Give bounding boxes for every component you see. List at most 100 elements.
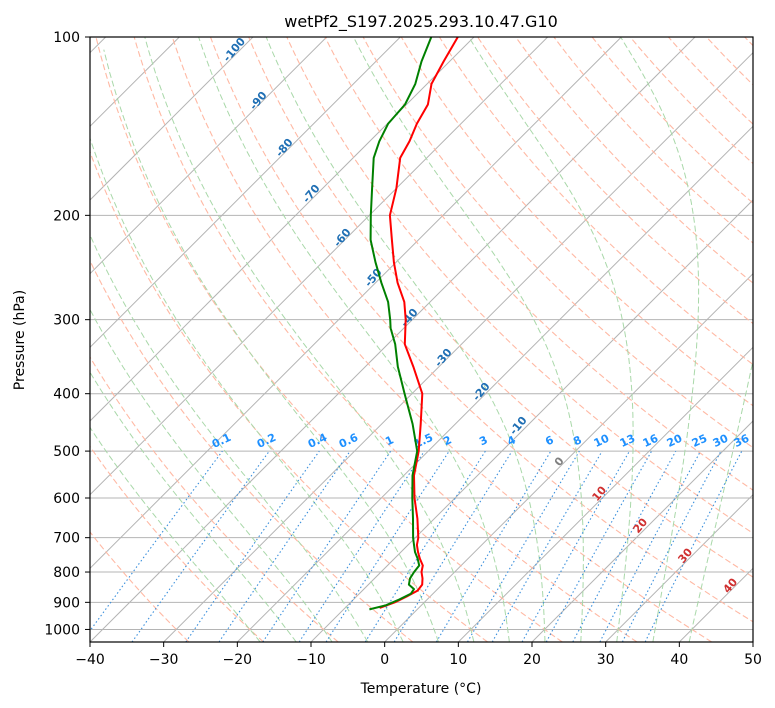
isotherm-line — [90, 37, 549, 496]
isotherm-line — [90, 37, 696, 642]
dry-adiabat — [438, 37, 753, 366]
axes: −40 −30 −20 −10 0 10 20 30 40 5010020030040050060… — [44, 30, 762, 668]
mixing-ratio-label: 1 — [383, 433, 395, 448]
dry-adiabat-label: 10 — [589, 483, 609, 503]
isotherm-line — [457, 346, 753, 642]
isotherm-line — [605, 493, 753, 642]
chart-title: wetPf2_S197.2025.293.10.47.G10 — [284, 12, 558, 32]
dry-adiabat — [90, 259, 414, 642]
dry-adiabat-label: -70 — [300, 182, 323, 206]
plot-frame — [89, 36, 754, 643]
mixing-ratio-line — [435, 450, 552, 642]
x-tick-label: 0 — [380, 652, 389, 668]
dewpoint-profile-line — [369, 37, 433, 611]
mixing-ratio-label: 25 — [690, 432, 709, 450]
moist-adiabat — [198, 37, 510, 642]
x-tick-label: −30 — [149, 652, 179, 668]
isotherm-line — [384, 272, 753, 642]
isotherm-line — [678, 567, 753, 642]
mixing-ratio-line — [218, 450, 351, 642]
mixing-ratio-line — [572, 450, 677, 642]
dry-adiabat — [629, 37, 753, 165]
mixing-ratio-label: 10 — [592, 432, 612, 450]
mixing-ratio-line — [298, 450, 425, 642]
mixing-ratio-line — [185, 450, 320, 642]
dry-adiabat — [362, 37, 753, 449]
y-tick-label: 600 — [53, 491, 80, 507]
dry-adiabat-label: -40 — [398, 306, 421, 330]
x-tick-label: 40 — [670, 652, 688, 668]
x-axis-label: Temperature (°C) — [360, 681, 482, 697]
isotherm-line — [90, 37, 622, 570]
mixing-ratio-label: 2 — [441, 433, 453, 448]
dry-adiabat — [248, 37, 753, 578]
x-tick-label: 20 — [523, 652, 541, 668]
moist-adiabat — [103, 49, 439, 642]
mixing-ratio-line — [131, 450, 270, 642]
dry-adiabat-label: -80 — [273, 136, 296, 160]
y-axis-label: Pressure (hPa) — [12, 290, 28, 390]
y-tick-label: 100 — [53, 30, 80, 46]
isotherm-line — [90, 37, 328, 275]
moist-adiabat — [90, 233, 369, 642]
isotherm-line — [531, 420, 753, 642]
isotherm-line — [90, 37, 475, 422]
mixing-ratio-line — [393, 450, 513, 642]
moist-adiabat — [90, 426, 261, 642]
mixing-ratio-label: 0.1 — [210, 431, 233, 451]
y-tick-label: 700 — [53, 531, 80, 547]
dry-adiabat — [90, 356, 339, 642]
moist-adiabat — [688, 358, 753, 642]
mixing-ratio-label: 36 — [732, 432, 752, 450]
isotherm-line — [163, 51, 753, 642]
y-tick-label: 1000 — [44, 622, 80, 638]
isotherm-line — [90, 37, 254, 201]
dry-adiabat-label: -90 — [247, 89, 270, 113]
moist-adiabat — [620, 37, 700, 642]
dry-adiabat — [744, 37, 753, 47]
mixing-ratio-line — [491, 450, 603, 642]
dry-adiabat — [477, 37, 753, 325]
moist-adiabat — [90, 371, 297, 642]
dry-adiabat-label: 0 — [552, 454, 567, 468]
mixing-ratio-line — [262, 450, 392, 642]
y-tick-label: 800 — [53, 565, 80, 581]
mixing-ratio-label: 0.4 — [306, 431, 329, 451]
x-tick-label: 30 — [597, 652, 615, 668]
mixing-ratio-line — [521, 450, 630, 642]
dry-adiabat-label: -100 — [220, 35, 248, 65]
dry-adiabat — [133, 37, 638, 642]
temperature-profile-line — [379, 37, 459, 609]
moist-adiabat — [144, 37, 475, 642]
x-tick-label: −10 — [296, 652, 326, 668]
mixing-ratio-line — [90, 450, 223, 632]
dry-adiabat — [515, 37, 753, 284]
dry-adiabat — [209, 37, 753, 623]
x-tick-label: −20 — [223, 652, 253, 668]
mixing-ratio-line — [545, 450, 653, 642]
x-tick-label: 10 — [449, 652, 467, 668]
y-tick-label: 900 — [53, 595, 80, 611]
mixing-ratio-label: 30 — [711, 432, 731, 450]
dry-adiabat — [591, 37, 753, 204]
mixing-ratio-label: 0.6 — [337, 431, 360, 451]
x-tick-label: −40 — [75, 652, 105, 668]
isotherm-line — [236, 125, 753, 642]
moist-adiabat — [353, 37, 584, 642]
dry-adiabat-label: -60 — [331, 226, 354, 250]
isotherm-line — [90, 37, 401, 349]
mixing-ratio-label: 13 — [618, 432, 637, 450]
dry-adiabat — [400, 37, 753, 407]
isotherm-line — [752, 641, 753, 642]
mixing-ratio-label: 3 — [477, 433, 489, 448]
moist-adiabat — [265, 37, 546, 642]
mixing-ratio-label: 6 — [543, 433, 556, 448]
plot-area: -100-90-80-70-60-50-40-30-20-10010203040… — [90, 35, 753, 642]
mixing-ratio-line — [325, 450, 450, 642]
mixing-ratio-line — [364, 450, 486, 642]
mixing-ratio-line — [467, 450, 580, 642]
y-tick-label: 300 — [53, 313, 80, 329]
dry-adiabat — [90, 150, 488, 642]
mixing-ratio-label: 16 — [641, 432, 661, 450]
